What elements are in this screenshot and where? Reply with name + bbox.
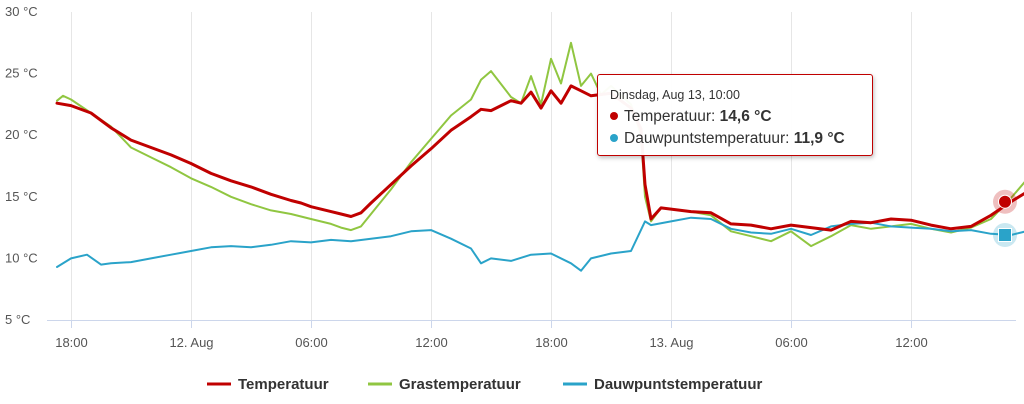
- hover-point-dewpoint: [998, 227, 1012, 242]
- tooltip-label: Temperatuur:: [624, 108, 720, 125]
- x-tick-label: 12. Aug: [169, 335, 213, 350]
- y-tick-label: 5 °C: [5, 312, 30, 327]
- y-tick-label: 10 °C: [5, 250, 38, 265]
- x-tick-label: 18:00: [55, 335, 88, 350]
- tooltip-value: 11,9 °C: [793, 130, 845, 147]
- hover-point-temperature: [998, 194, 1012, 209]
- x-tick-label: 12:00: [415, 335, 448, 350]
- y-tick-label: 20 °C: [5, 127, 38, 142]
- series-line-grastemperatuur: [56, 41, 1024, 248]
- y-tick-label: 30 °C: [5, 4, 38, 19]
- y-tick-label: 15 °C: [5, 189, 38, 204]
- tooltip-row-temperature: Temperatuur: 14,6 °C: [610, 108, 872, 126]
- legend-label: Temperatuur: [238, 376, 329, 393]
- x-tick-label: 18:00: [535, 335, 568, 350]
- x-tick-label: 13. Aug: [649, 335, 693, 350]
- tooltip-dot-icon: [610, 111, 618, 120]
- legend-item-dauwpuntstemperatuur[interactable]: Dauwpuntstemperatuur: [563, 376, 763, 393]
- tooltip-dot-icon: [610, 133, 618, 142]
- x-tick-label: 06:00: [295, 335, 328, 350]
- x-tick-label: 06:00: [775, 335, 808, 350]
- legend-label: Grastemperatuur: [399, 376, 521, 393]
- series: [55, 41, 1024, 272]
- grid: [71, 12, 912, 320]
- x-tick-label: 12:00: [895, 335, 928, 350]
- tooltip-label: Dauwpuntstemperatuur:: [624, 130, 794, 147]
- axes: 18:00 12. Aug 06:00 12:00 18:00 13. Aug 06:00 1…: [5, 4, 1016, 350]
- y-tick-label: 25 °C: [5, 66, 38, 81]
- tooltip-value: 14,6 °C: [719, 108, 772, 125]
- legend: Temperatuur Grastemperatuur Dauwpuntstempe…: [207, 376, 763, 393]
- tooltip-row-dewpoint: Dauwpuntstemperatuur: 11,9 °C: [610, 130, 872, 148]
- hover-markers: [993, 189, 1017, 247]
- tooltip-header: Dinsdag, Aug 13, 10:00: [610, 88, 740, 102]
- legend-item-temperatuur[interactable]: Temperatuur: [207, 376, 329, 393]
- series-line-dauwpuntstemperatuur: [56, 216, 1024, 272]
- legend-item-grastemperatuur[interactable]: Grastemperatuur: [368, 376, 521, 393]
- legend-label: Dauwpuntstemperatuur: [594, 376, 763, 393]
- series-line-temperatuur: [55, 84, 1024, 232]
- tooltip: Dinsdag, Aug 13, 10:00 Temperatuur: 14,6…: [597, 74, 873, 156]
